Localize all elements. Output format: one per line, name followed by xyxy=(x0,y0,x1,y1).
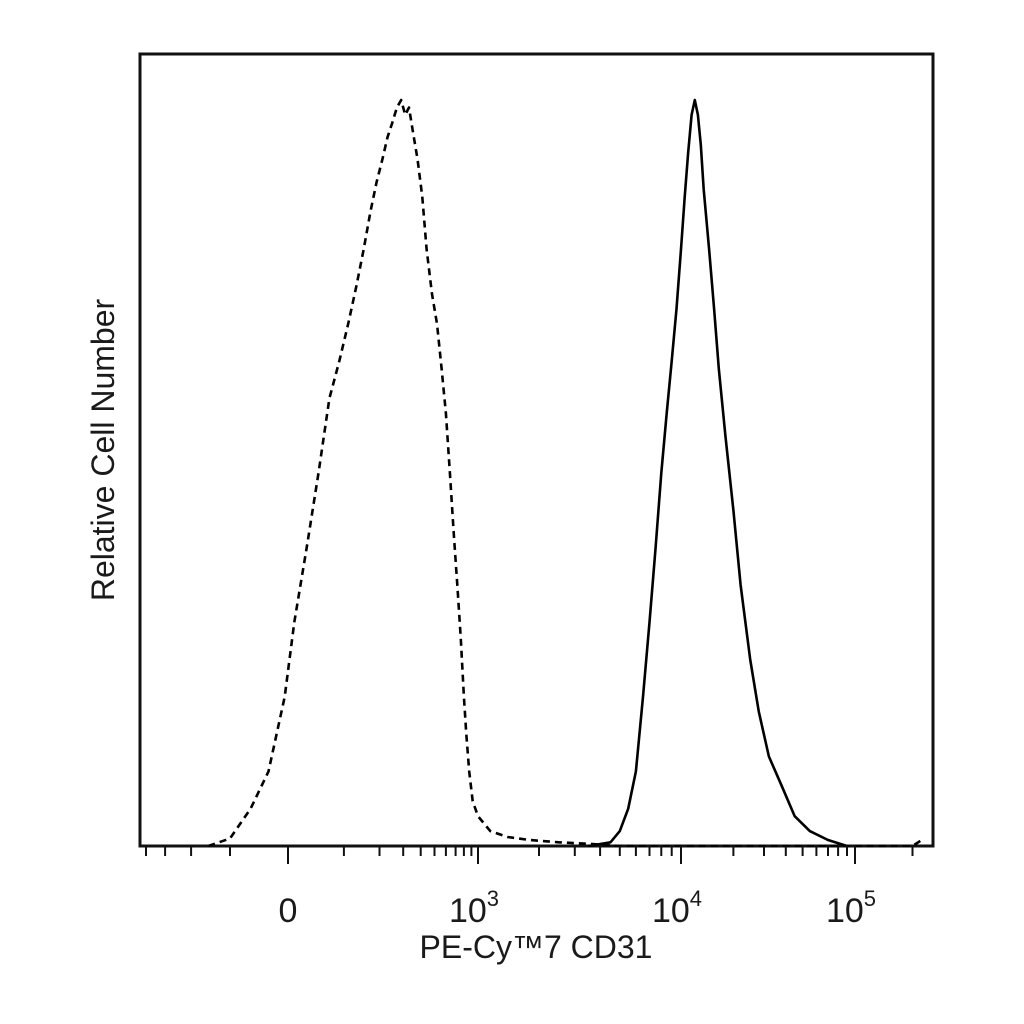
x-tick-label: 103 xyxy=(449,886,499,930)
x-tick-label: 0 xyxy=(279,892,298,930)
series-0-curve xyxy=(207,98,925,848)
x-tick-label: 105 xyxy=(826,886,876,930)
x-axis-ticks xyxy=(145,846,914,864)
curves-group xyxy=(207,98,925,848)
series-1-curve xyxy=(588,98,848,848)
x-tick-label: 104 xyxy=(652,886,702,930)
x-axis-tick-labels: 0 103 104 105 xyxy=(279,886,877,930)
plot-frame xyxy=(138,52,935,848)
x-axis-title: PE-Cy™7 CD31 xyxy=(420,929,653,965)
y-axis-title: Relative Cell Number xyxy=(85,298,121,601)
